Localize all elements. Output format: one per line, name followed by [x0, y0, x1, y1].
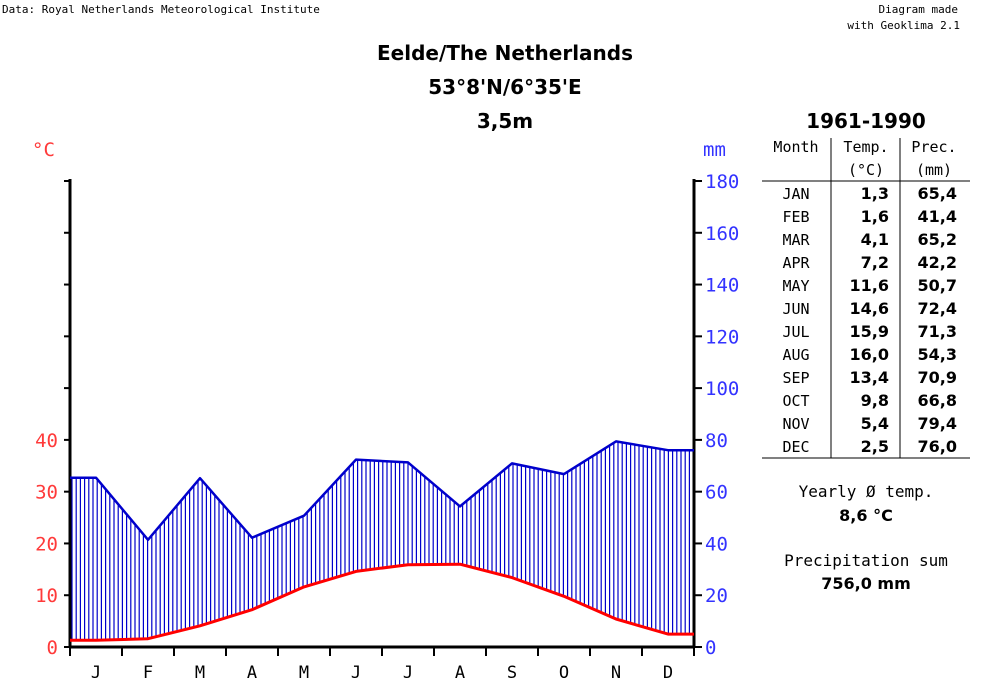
- yearly-temp-label: Yearly Ø temp.: [799, 482, 934, 501]
- precipitation-line: [70, 440, 694, 542]
- table-cell-prec: 76,0: [918, 437, 957, 456]
- temp-tick-label: 0: [47, 637, 58, 659]
- month-tick-label: O: [559, 663, 569, 683]
- month-tick-label: F: [143, 663, 153, 683]
- climate-table: Month Temp. (°C) Prec. (mm) JAN 1,3 65,4 FE…: [762, 138, 970, 459]
- data-source-note: Data: Royal Netherlands Meteorological I…: [2, 3, 320, 16]
- table-cell-prec: 54,3: [918, 345, 957, 364]
- table-cell-prec: 72,4: [918, 299, 957, 318]
- chart-axes: [64, 179, 702, 656]
- table-cell-temp: 9,8: [861, 391, 889, 410]
- table-cell-month: JUN: [782, 300, 809, 318]
- table-header-prec: Prec.: [911, 138, 956, 156]
- temp-tick-label: 10: [35, 585, 58, 607]
- prec-tick-label: 180: [705, 171, 739, 193]
- tick-labels: 0 10 20 30 40 0 20 40 60 80 100 120 140 160 180 J F M A M J J…: [35, 171, 739, 683]
- table-cell-month: MAY: [782, 277, 809, 295]
- table-cell-month: APR: [782, 254, 810, 272]
- table-cell-temp: 2,5: [861, 437, 889, 456]
- month-tick-label: D: [663, 663, 673, 683]
- table-cell-prec: 79,4: [918, 414, 957, 433]
- prec-tick-label: 0: [705, 637, 716, 659]
- table-cell-prec: 70,9: [918, 368, 957, 387]
- period-title: 1961-1990: [806, 109, 926, 133]
- table-header-month: Month: [773, 138, 818, 156]
- table-cell-temp: 13,4: [850, 368, 889, 387]
- prec-tick-label: 160: [705, 223, 739, 245]
- month-tick-label: N: [611, 663, 621, 683]
- prec-tick-label: 140: [705, 275, 739, 297]
- table-cell-temp: 11,6: [850, 276, 889, 295]
- month-tick-label: M: [299, 663, 309, 683]
- table-cell-prec: 65,4: [918, 184, 957, 203]
- table-cell-temp: 1,3: [861, 184, 889, 203]
- table-cell-prec: 65,2: [918, 230, 957, 249]
- temp-axis-unit: °C: [32, 139, 55, 161]
- month-tick-label: A: [247, 663, 257, 683]
- precipitation-hatching: [71, 441, 691, 641]
- table-cell-temp: 16,0: [850, 345, 889, 364]
- prec-tick-label: 120: [705, 326, 739, 348]
- table-header-temp: Temp.: [843, 138, 888, 156]
- table-cell-month: JUL: [782, 323, 809, 341]
- month-tick-label: J: [351, 663, 361, 683]
- station-name: Eelde/The Netherlands: [377, 41, 633, 65]
- month-tick-label: S: [507, 663, 517, 683]
- table-cell-temp: 7,2: [861, 253, 889, 272]
- table-cell-prec: 42,2: [918, 253, 957, 272]
- table-cell-temp: 14,6: [850, 299, 889, 318]
- chart-lines: [70, 440, 694, 642]
- yearly-temp-value: 8,6 °C: [839, 506, 893, 525]
- made-with-note-line1: Diagram made: [879, 3, 958, 16]
- table-cell-temp: 1,6: [861, 207, 889, 226]
- table-cell-month: MAR: [782, 231, 810, 249]
- table-cell-month: DEC: [782, 438, 809, 456]
- prec-tick-label: 80: [705, 430, 728, 452]
- table-rows: JAN 1,3 65,4 FEB 1,6 41,4 MAR 4,1 65,2 APR 7,2 42,2…: [782, 184, 957, 456]
- precip-sum-label: Precipitation sum: [784, 551, 948, 570]
- table-cell-prec: 50,7: [918, 276, 957, 295]
- table-cell-month: NOV: [782, 415, 809, 433]
- temp-tick-label: 40: [35, 430, 58, 452]
- month-tick-label: M: [195, 663, 205, 683]
- table-cell-temp: 15,9: [850, 322, 889, 341]
- temperature-line: [70, 562, 694, 642]
- table-cell-prec: 66,8: [918, 391, 957, 410]
- month-tick-label: J: [91, 663, 101, 683]
- prec-axis-unit: mm: [703, 139, 726, 161]
- prec-tick-label: 100: [705, 378, 739, 400]
- month-tick-label: J: [403, 663, 413, 683]
- station-elevation: 3,5m: [477, 109, 533, 133]
- table-cell-month: JAN: [782, 185, 809, 203]
- table-cell-prec: 41,4: [918, 207, 957, 226]
- table-header-temp-unit: (°C): [848, 161, 884, 179]
- station-coordinates: 53°8'N/6°35'E: [428, 75, 581, 99]
- table-cell-month: AUG: [782, 346, 809, 364]
- temp-tick-label: 30: [35, 482, 58, 504]
- prec-tick-label: 60: [705, 482, 728, 504]
- precip-sum-value: 756,0 mm: [821, 574, 911, 593]
- table-cell-month: OCT: [782, 392, 809, 410]
- table-cell-month: FEB: [782, 208, 809, 226]
- prec-tick-label: 40: [705, 533, 728, 555]
- prec-tick-label: 20: [705, 585, 728, 607]
- made-with-note-line2: with Geoklima 2.1: [847, 19, 960, 32]
- table-cell-month: SEP: [782, 369, 809, 387]
- table-cell-temp: 5,4: [861, 414, 889, 433]
- month-tick-label: A: [455, 663, 465, 683]
- temp-tick-label: 20: [35, 533, 58, 555]
- table-header-prec-unit: (mm): [916, 161, 952, 179]
- table-cell-prec: 71,3: [918, 322, 957, 341]
- table-cell-temp: 4,1: [861, 230, 889, 249]
